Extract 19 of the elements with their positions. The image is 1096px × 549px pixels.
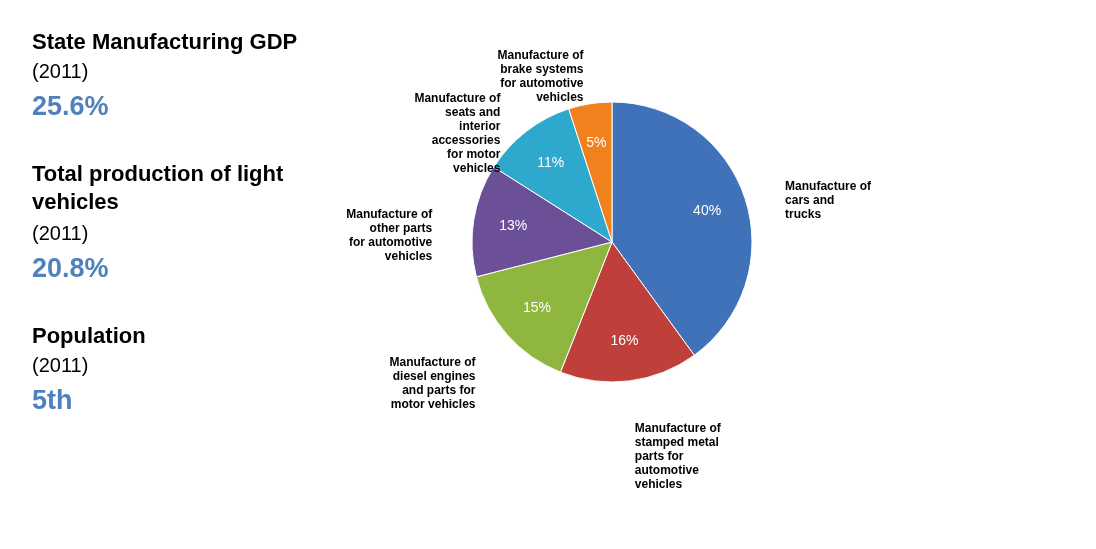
text: State Manufacturing GDP bbox=[32, 29, 298, 54]
data-label: 5% bbox=[586, 134, 607, 151]
text: 25.6% bbox=[32, 91, 109, 121]
text: (2011) bbox=[32, 60, 89, 82]
slice-label: Manufacture of stamped metal parts for automotive vehicles bbox=[634, 420, 722, 491]
data-label: 15% bbox=[522, 299, 551, 316]
text: Population bbox=[32, 323, 146, 348]
slice-label: Manufacture of cars and trucks bbox=[785, 178, 873, 221]
text: 20.8% bbox=[32, 253, 109, 283]
slice-label: Manufacture of other parts for automotive vehicles bbox=[346, 206, 434, 263]
data-label: 16% bbox=[610, 332, 639, 349]
text: 5th bbox=[32, 385, 73, 415]
text: Total production of light vehicles bbox=[32, 161, 284, 214]
text: (2011) bbox=[32, 222, 89, 244]
data-label: 13% bbox=[499, 217, 528, 234]
data-label: 40% bbox=[693, 202, 722, 219]
text: (2011) bbox=[32, 354, 89, 376]
data-label: 11% bbox=[537, 153, 565, 170]
slice-label: Manufacture of diesel engines and parts for motor vehicles bbox=[389, 355, 477, 412]
